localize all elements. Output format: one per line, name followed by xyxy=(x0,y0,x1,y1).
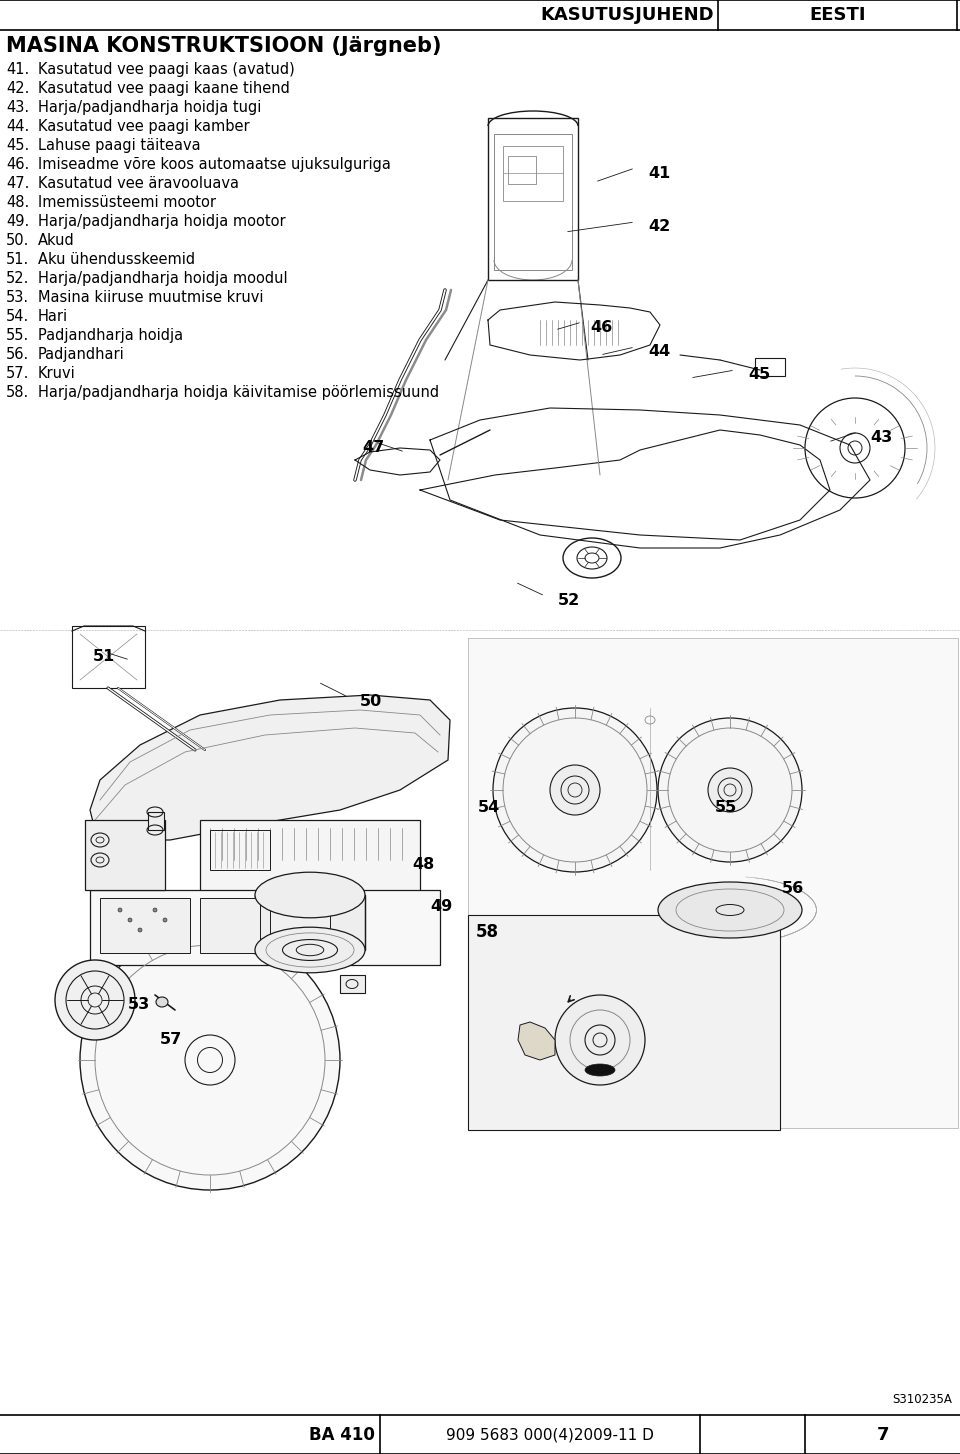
Ellipse shape xyxy=(658,718,802,862)
Ellipse shape xyxy=(138,928,142,932)
Text: 41.: 41. xyxy=(6,63,29,77)
Text: Imiseadme võre koos automaatse ujuksulguriga: Imiseadme võre koos automaatse ujuksulgu… xyxy=(38,157,391,172)
Bar xyxy=(200,820,420,900)
Text: 41: 41 xyxy=(648,166,670,180)
Text: Kruvi: Kruvi xyxy=(38,366,76,381)
Ellipse shape xyxy=(156,997,168,1008)
Polygon shape xyxy=(90,695,450,840)
Text: 54: 54 xyxy=(478,800,500,816)
Ellipse shape xyxy=(55,960,135,1040)
Text: Kasutatud vee paagi kamber: Kasutatud vee paagi kamber xyxy=(38,119,250,134)
Text: Hari: Hari xyxy=(38,310,68,324)
Text: 46: 46 xyxy=(590,320,612,334)
Bar xyxy=(90,890,440,965)
Text: 51.: 51. xyxy=(6,252,29,268)
Ellipse shape xyxy=(708,768,752,811)
Text: 52.: 52. xyxy=(6,270,30,286)
Ellipse shape xyxy=(153,907,157,912)
Text: Kasutatud vee paagi kaas (avatud): Kasutatud vee paagi kaas (avatud) xyxy=(38,63,295,77)
Text: Harja/padjandharja hoidja moodul: Harja/padjandharja hoidja moodul xyxy=(38,270,288,286)
Bar xyxy=(200,899,260,952)
Ellipse shape xyxy=(550,765,600,816)
Ellipse shape xyxy=(255,872,365,917)
Bar xyxy=(148,811,164,830)
Text: EESTI: EESTI xyxy=(809,6,866,25)
Bar xyxy=(468,915,780,1130)
Text: 56: 56 xyxy=(782,881,804,896)
Bar xyxy=(72,627,145,688)
Bar xyxy=(255,896,365,949)
Text: 43.: 43. xyxy=(6,100,29,115)
Text: 43: 43 xyxy=(870,430,892,445)
Text: 909 5683 000(4)2009-11 D: 909 5683 000(4)2009-11 D xyxy=(446,1426,654,1442)
Text: 55: 55 xyxy=(715,800,737,816)
Text: 46.: 46. xyxy=(6,157,29,172)
Text: 7: 7 xyxy=(876,1425,889,1444)
Text: 44.: 44. xyxy=(6,119,29,134)
Text: 47.: 47. xyxy=(6,176,30,190)
Text: 57: 57 xyxy=(160,1032,182,1047)
Bar xyxy=(340,976,365,993)
Text: Akud: Akud xyxy=(38,233,75,249)
Text: 55.: 55. xyxy=(6,329,29,343)
Text: 45: 45 xyxy=(748,366,770,382)
Text: 53: 53 xyxy=(128,997,151,1012)
Ellipse shape xyxy=(118,907,122,912)
Text: Harja/padjandharja hoidja mootor: Harja/padjandharja hoidja mootor xyxy=(38,214,286,228)
Bar xyxy=(503,145,563,201)
Bar xyxy=(494,134,572,270)
Text: 50.: 50. xyxy=(6,233,30,249)
Text: 48.: 48. xyxy=(6,195,29,209)
Text: 42: 42 xyxy=(648,220,670,234)
Text: Kasutatud vee äravooluava: Kasutatud vee äravooluava xyxy=(38,176,239,190)
Text: 57.: 57. xyxy=(6,366,30,381)
Text: 52: 52 xyxy=(558,593,580,608)
Ellipse shape xyxy=(80,931,340,1189)
Ellipse shape xyxy=(255,928,365,973)
Text: Lahuse paagi täiteava: Lahuse paagi täiteava xyxy=(38,138,201,153)
Text: 50: 50 xyxy=(360,694,382,710)
Text: 58: 58 xyxy=(476,923,499,941)
Text: Imemissüsteemi mootor: Imemissüsteemi mootor xyxy=(38,195,216,209)
Ellipse shape xyxy=(128,917,132,922)
Text: 49.: 49. xyxy=(6,214,29,228)
Bar xyxy=(488,118,578,281)
Bar xyxy=(210,830,270,869)
Bar xyxy=(508,156,536,185)
Text: 49: 49 xyxy=(430,899,452,915)
Text: 42.: 42. xyxy=(6,81,30,96)
Text: Harja/padjandharja hoidja käivitamise pöörlemissuund: Harja/padjandharja hoidja käivitamise pö… xyxy=(38,385,439,400)
Text: S310235A: S310235A xyxy=(892,1393,952,1406)
Text: 54.: 54. xyxy=(6,310,29,324)
Text: MASINA KONSTRUKTSIOON (Järgneb): MASINA KONSTRUKTSIOON (Järgneb) xyxy=(6,36,442,57)
Text: BA 410: BA 410 xyxy=(309,1425,375,1444)
Ellipse shape xyxy=(555,995,645,1085)
Bar xyxy=(85,820,165,890)
Text: Padjandhari: Padjandhari xyxy=(38,348,125,362)
Text: 48: 48 xyxy=(412,856,434,872)
Bar xyxy=(100,899,190,952)
Text: 47: 47 xyxy=(362,441,384,455)
Text: 53.: 53. xyxy=(6,289,29,305)
Bar xyxy=(270,899,330,952)
Text: 45.: 45. xyxy=(6,138,29,153)
Ellipse shape xyxy=(658,883,802,938)
Text: Kasutatud vee paagi kaane tihend: Kasutatud vee paagi kaane tihend xyxy=(38,81,290,96)
Polygon shape xyxy=(518,1022,555,1060)
Text: Aku ühendusskeemid: Aku ühendusskeemid xyxy=(38,252,195,268)
Text: Masina kiiruse muutmise kruvi: Masina kiiruse muutmise kruvi xyxy=(38,289,263,305)
Text: Harja/padjandharja hoidja tugi: Harja/padjandharja hoidja tugi xyxy=(38,100,261,115)
Text: KASUTUSJUHEND: KASUTUSJUHEND xyxy=(540,6,714,25)
Text: 44: 44 xyxy=(648,345,670,359)
Ellipse shape xyxy=(585,1064,615,1076)
Text: 51: 51 xyxy=(93,648,115,664)
Text: Padjandharja hoidja: Padjandharja hoidja xyxy=(38,329,183,343)
Bar xyxy=(468,638,958,1128)
Text: 58.: 58. xyxy=(6,385,29,400)
Ellipse shape xyxy=(493,708,657,872)
Text: 56.: 56. xyxy=(6,348,29,362)
Bar xyxy=(755,358,785,377)
Ellipse shape xyxy=(163,917,167,922)
